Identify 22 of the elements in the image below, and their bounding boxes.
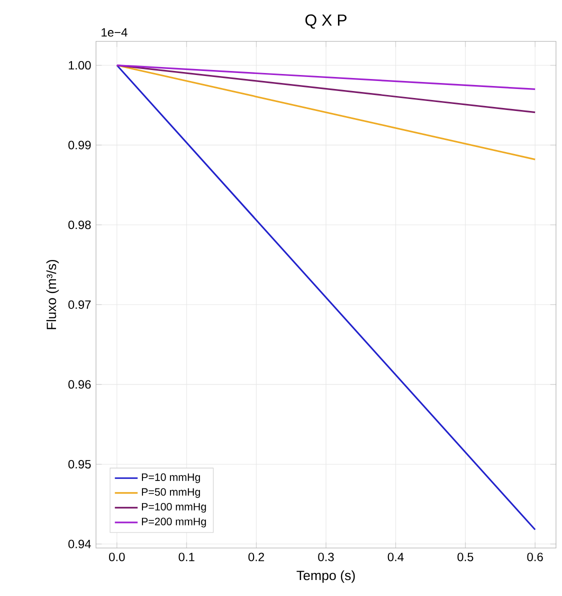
legend-label: P=10 mmHg <box>142 473 200 484</box>
y-tick-label: 0.95 <box>68 460 91 468</box>
x-tick-label: 0.3 <box>318 552 334 562</box>
legend-label: P=100 mmHg <box>142 502 206 513</box>
y-tick-label: 0.94 <box>68 540 91 548</box>
y-tick-label: 1.00 <box>68 61 91 70</box>
x-tick-label: 0.5 <box>458 552 474 562</box>
x-axis-title: Tempo (s) <box>296 570 355 583</box>
x-tick-label: 0.6 <box>527 552 543 562</box>
y-tick-label: 0.99 <box>68 140 91 150</box>
legend-label: P=200 mmHg <box>142 518 206 528</box>
x-tick-label: 0.4 <box>388 552 404 562</box>
y-tick-label: 0.96 <box>68 380 91 389</box>
x-tick-label: 0.2 <box>248 552 264 562</box>
y-tick-label: 0.97 <box>68 300 91 309</box>
y-tick-label: 0.98 <box>68 220 91 230</box>
chart-title: Q X P <box>305 14 346 29</box>
y-axis-title: Fluxo (m³/s) <box>46 260 59 330</box>
text: 1e−4 <box>102 28 128 37</box>
x-tick-label: 0.1 <box>178 552 194 562</box>
legend-label: P=50 mmHg <box>142 488 200 498</box>
x-tick-label: 0.0 <box>109 552 125 562</box>
